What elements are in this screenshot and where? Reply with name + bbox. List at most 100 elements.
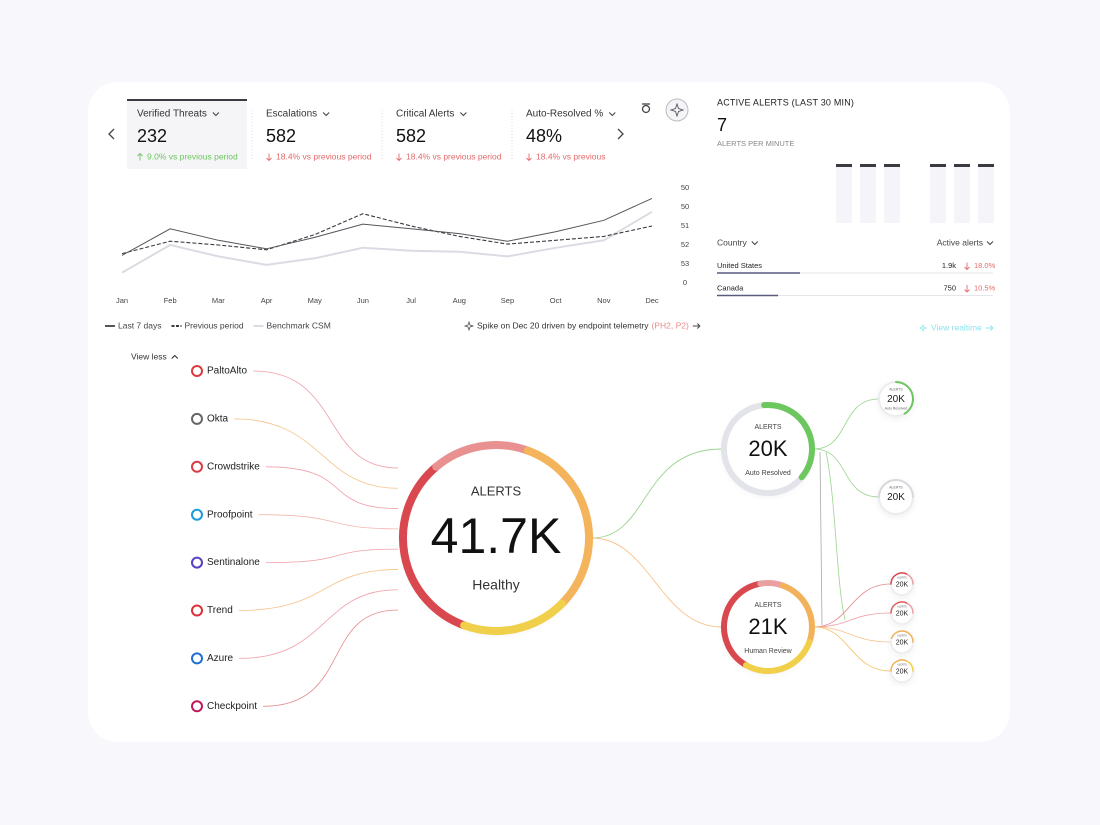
flow-link (234, 418, 399, 489)
x-tick-label: Aug (453, 296, 466, 305)
panel-title: ACTIVE ALERTS (LAST 30 MIN) (717, 97, 854, 107)
node-caption: Auto Resolved (745, 470, 791, 477)
flow-link (263, 609, 399, 707)
ring-segment (890, 630, 914, 643)
country-count: 1.9k (942, 261, 956, 270)
badge-icon[interactable] (641, 103, 651, 114)
x-tick-label: Jun (357, 296, 369, 305)
ring-segment (906, 602, 914, 614)
chevron (459, 112, 467, 117)
source-icon (191, 508, 203, 521)
leaf-label: ALERTS (889, 388, 903, 392)
next-arrow[interactable] (617, 128, 624, 140)
ring-segment (906, 660, 914, 672)
trend-icon (964, 285, 970, 293)
flow-link (813, 583, 892, 628)
ring-segment (721, 580, 764, 669)
caret (171, 354, 179, 359)
source-label: Azure (207, 653, 234, 664)
realtime-bar-cap (836, 164, 852, 167)
trend-icon (266, 153, 272, 162)
realtime-bar (978, 165, 994, 223)
y-axis-label: 50 (681, 183, 689, 192)
ring-face (724, 405, 812, 493)
legend-label: Benchmark CSM (267, 320, 331, 330)
annotation: Spike on Dec 20 driven by endpoint telem… (477, 320, 649, 330)
flow-link (813, 612, 892, 628)
ring-segment (761, 402, 815, 481)
x-tick-label: Nov (597, 296, 611, 305)
trend-icon (396, 153, 402, 162)
series-line (121, 197, 653, 256)
leaf-value: 20K (896, 581, 909, 588)
source-label: Checkpoint (207, 701, 257, 712)
ring-segment (878, 479, 914, 498)
flow-link (813, 398, 880, 450)
kpi-value: 232 (137, 126, 167, 146)
panel-unit: ALERTS PER MINUTE (717, 139, 794, 148)
x-tick-label: Sep (501, 296, 514, 305)
flow-link (825, 451, 846, 621)
series-line (121, 210, 653, 274)
realtime-bar (860, 165, 876, 223)
center-value: 41.7K (431, 508, 562, 564)
source-icon (191, 700, 203, 713)
node-label: ALERTS (754, 602, 781, 609)
active-tab-border (127, 99, 247, 101)
panel-value: 7 (717, 115, 727, 135)
source-icon (191, 460, 203, 473)
x-tick-label: Oct (550, 296, 563, 305)
ring-segment (743, 639, 813, 674)
node-caption: Human Review (744, 648, 792, 655)
realtime-bar-cap (860, 164, 876, 167)
legend-label: Last 7 days (118, 320, 161, 330)
realtime-bar (954, 165, 970, 223)
y-axis-label: 50 (681, 202, 689, 211)
leaf-label: ALERTS (897, 606, 907, 609)
realtime-bar-cap (884, 164, 900, 167)
ring-segment (890, 572, 909, 585)
flow-link (238, 569, 399, 611)
ring-face (891, 631, 913, 653)
chevron (986, 241, 994, 246)
y-axis-label: 0 (683, 278, 687, 287)
x-tick-label: Feb (164, 296, 177, 305)
source-label: Sentinalone (207, 557, 260, 568)
column-header: Country (717, 237, 748, 247)
chevron (322, 112, 330, 117)
source-label: Proofpoint (207, 509, 253, 520)
kpi-value: 48% (526, 126, 562, 146)
ring-segment (895, 381, 914, 415)
leaf-label: ALERTS (897, 635, 907, 638)
flow-link (591, 448, 723, 539)
chevron (608, 112, 616, 117)
sparkle-icon (463, 320, 475, 332)
ring-segment (890, 659, 909, 672)
kpi-label: Critical Alerts (396, 109, 454, 120)
ai-button[interactable] (665, 98, 689, 122)
realtime-bar (884, 165, 900, 223)
prev-arrow[interactable] (108, 128, 115, 140)
flow-link (265, 548, 399, 563)
leaf-caption: Auto Resolved (885, 406, 908, 410)
x-tick-label: Dec (645, 296, 659, 305)
country-name: Canada (717, 283, 744, 292)
toggle: View less (131, 351, 167, 361)
kpi-change: 18.4% vs previous period (536, 151, 632, 161)
leaf-label: ALERTS (889, 486, 903, 490)
country-name: United States (717, 261, 762, 270)
active-tab[interactable] (127, 99, 247, 169)
ring-segment (432, 441, 532, 471)
source-icon (191, 365, 203, 377)
node-value: 20K (748, 436, 787, 461)
realtime-bar (930, 165, 946, 223)
flow-link (813, 626, 892, 672)
link: View realtime (931, 322, 982, 332)
source-icon (191, 652, 203, 665)
ring-face (879, 480, 913, 514)
flow-link (813, 626, 892, 643)
ring-segment (757, 580, 787, 589)
leaf-value: 20K (896, 639, 909, 646)
source-label: Trend (207, 605, 233, 616)
leaf-label: ALERTS (897, 664, 907, 667)
